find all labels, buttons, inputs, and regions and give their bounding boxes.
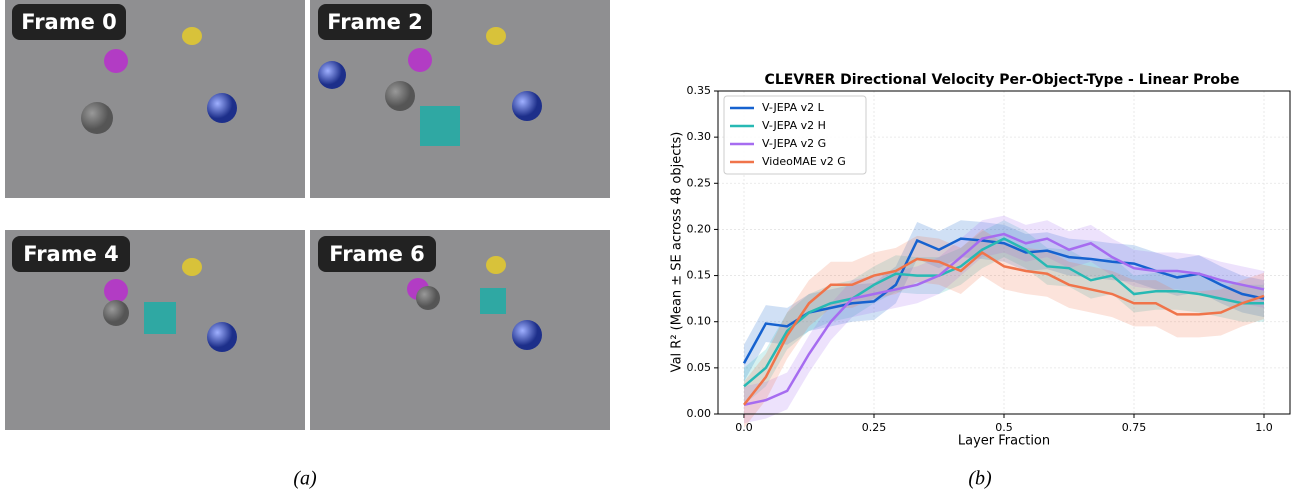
se-band (744, 220, 1264, 405)
chart-title: CLEVRER Directional Velocity Per-Object-… (765, 72, 1240, 88)
x-tick-label: 0.5 (995, 421, 1013, 434)
series-line (743, 232, 1265, 406)
series-line (743, 250, 1265, 406)
x-tick-label: 0.0 (735, 421, 753, 434)
x-tick-label: 0.75 (1122, 421, 1147, 434)
se-band (744, 220, 1264, 382)
y-tick-label: 0.10 (687, 315, 712, 328)
y-tick-label: 0.00 (687, 407, 712, 420)
y-tick-label: 0.15 (687, 269, 712, 282)
frame-label: Frame 2 (327, 10, 423, 34)
legend-label: VideoMAE v2 G (762, 155, 846, 168)
y-axis-label: Val R² (Mean ± SE across 48 objects) (670, 132, 685, 373)
frame-panel: Frame 2 (310, 0, 610, 198)
frame-panel: Frame 6 (310, 230, 610, 430)
x-axis-label: Layer Fraction (958, 434, 1050, 449)
legend-label: V-JEPA v2 H (762, 119, 826, 132)
frame-panel: Frame 0 (5, 0, 305, 198)
y-tick-label: 0.30 (687, 130, 712, 143)
x-tick-label: 1.0 (1255, 421, 1273, 434)
legend-label: V-JEPA v2 L (762, 101, 825, 114)
y-tick-label: 0.35 (687, 84, 712, 97)
x-tick-label: 0.25 (862, 421, 887, 434)
frame-label: Frame 4 (23, 242, 119, 266)
y-tick-label: 0.25 (687, 176, 712, 189)
legend-box (723, 95, 867, 175)
frame-panel: Frame 4 (5, 230, 305, 430)
y-tick-label: 0.05 (687, 361, 712, 374)
y-tick-label: 0.20 (687, 222, 712, 235)
legend-label: V-JEPA v2 G (762, 137, 826, 150)
caption: (a) (293, 468, 317, 490)
plot-frame (717, 90, 1291, 415)
series-line (743, 237, 1264, 388)
frame-label: Frame 0 (21, 10, 117, 34)
se-band (744, 229, 1264, 428)
series-line (742, 237, 1265, 364)
caption: (b) (968, 468, 992, 490)
frame-label: Frame 6 (329, 242, 425, 266)
